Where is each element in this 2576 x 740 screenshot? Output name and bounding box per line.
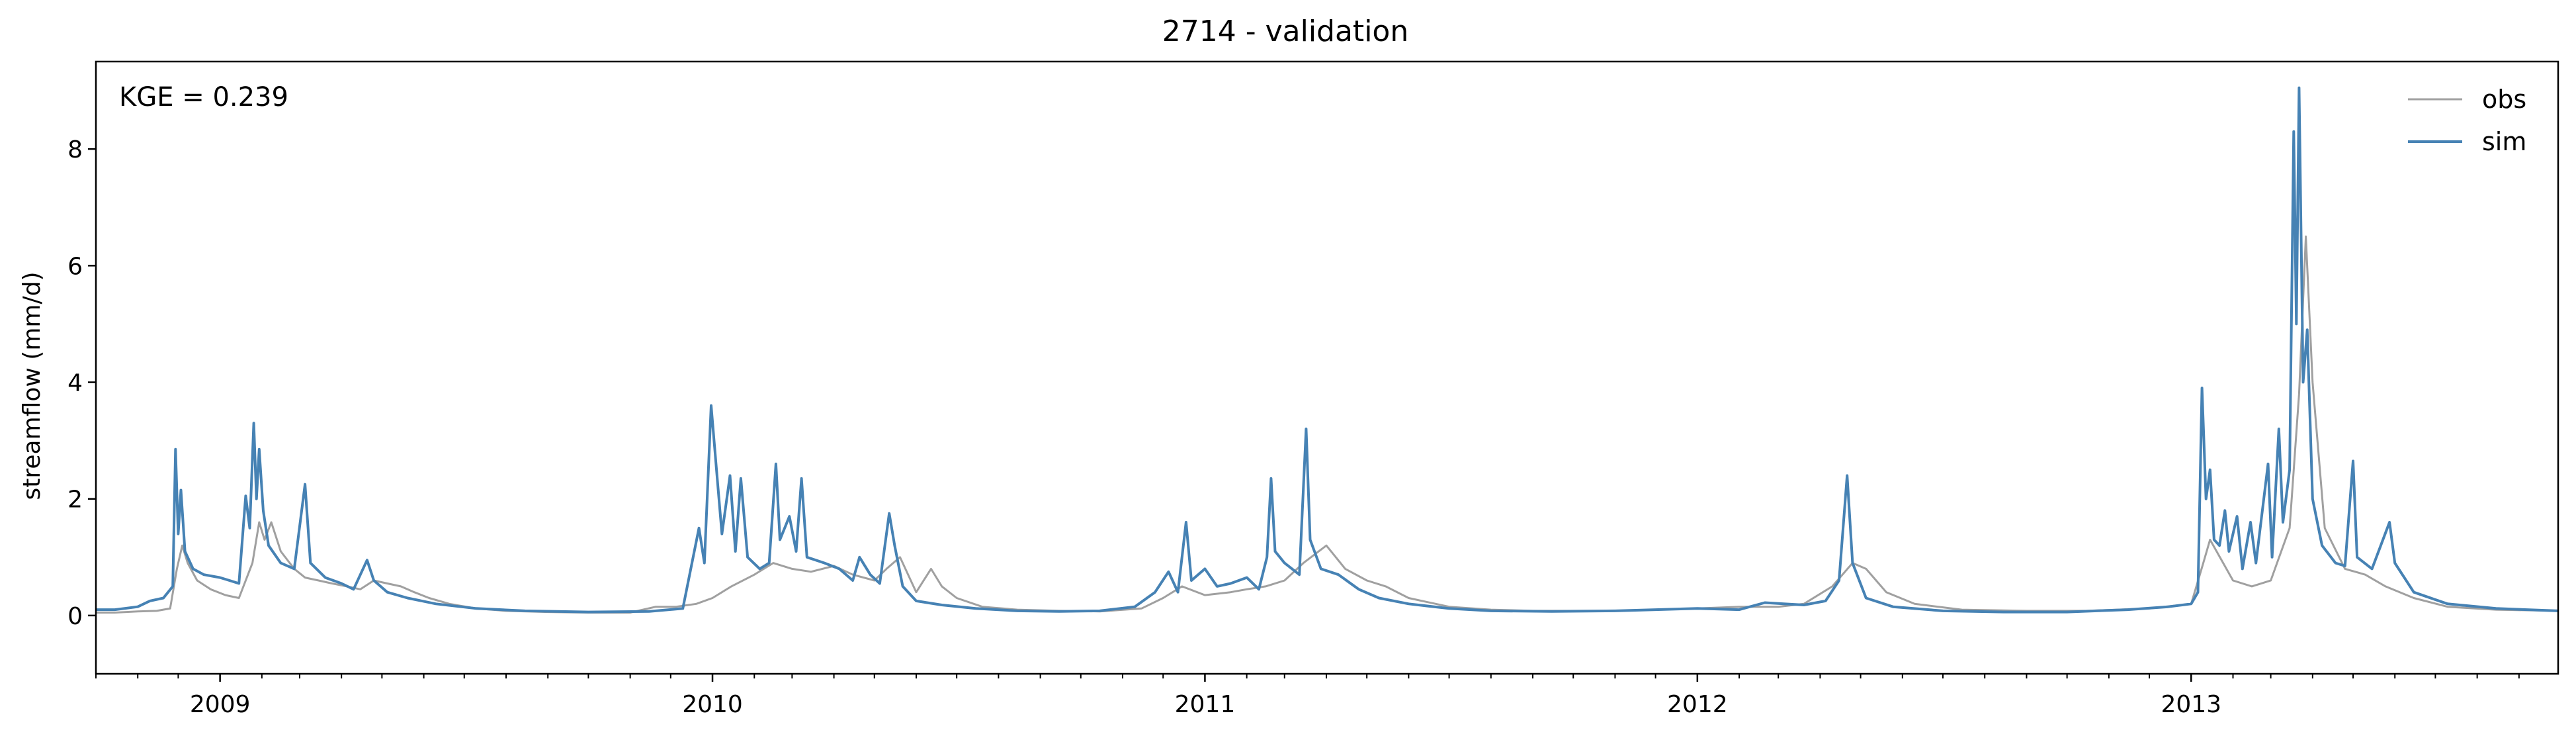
legend-label-obs: obs (2482, 85, 2526, 114)
y-axis-label: streamflow (mm/d) (19, 272, 46, 500)
plot-frame (95, 60, 2559, 675)
series-layer (96, 86, 2558, 614)
x-axis: 2009 2010 2011 2012 2013 (95, 674, 2520, 718)
kge-annotation: KGE = 0.239 (119, 82, 288, 113)
y-tick-label: 0 (67, 603, 83, 630)
y-tick-label: 2 (67, 486, 83, 514)
legend-label-sim: sim (2482, 127, 2526, 156)
plot-area (96, 86, 2558, 614)
x-tick-label: 2011 (1175, 691, 1236, 718)
y-axis: 0 2 4 6 8 (67, 136, 96, 630)
x-tick-label: 2009 (190, 691, 251, 718)
x-tick-label: 2012 (1667, 691, 1728, 718)
y-tick-label: 6 (67, 253, 83, 280)
y-tick-label: 4 (67, 370, 83, 397)
series-line-sim (96, 86, 2558, 614)
series-line-obs (96, 235, 2558, 614)
x-tick-label: 2013 (2161, 691, 2221, 718)
x-tick-label: 2010 (682, 691, 743, 718)
chart-title: 2714 - validation (1162, 15, 1408, 48)
y-tick-label: 8 (67, 136, 83, 163)
legend: obs sim (2408, 85, 2526, 156)
